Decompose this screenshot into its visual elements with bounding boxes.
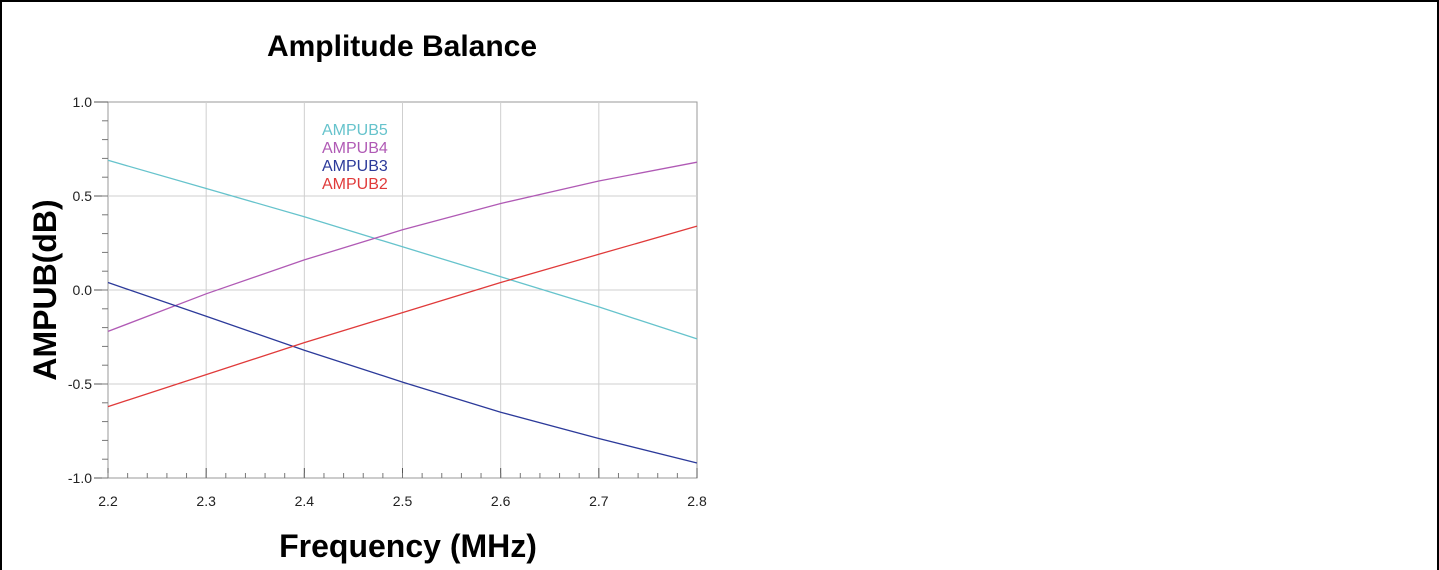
x-axis-label: Frequency (MHz)	[279, 528, 537, 564]
ticks: 2.2 2.3 2.4 2.5 2.6 2.7 2.8 1.0 0.5 0.0 -0.5 -1.0	[68, 94, 707, 509]
y-tick-label: 0.0	[73, 282, 93, 298]
x-tick-label: 2.6	[491, 493, 511, 509]
y-axis-label: AMPUB(dB)	[27, 199, 63, 380]
series-lines	[107, 159, 698, 464]
legend-entry-ampub4: AMPUB4	[322, 140, 388, 157]
y-tick-label: -0.5	[68, 376, 92, 392]
x-tick-label: 2.5	[393, 493, 413, 509]
chart-title: Amplitude Balance	[267, 30, 537, 63]
series-line-ampub4	[107, 161, 698, 333]
y-tick-label: 1.0	[73, 94, 93, 110]
y-tick-label: -1.0	[68, 470, 92, 486]
legend-entry-ampub3: AMPUB3	[322, 158, 388, 175]
legend-entry-ampub2: AMPUB2	[322, 176, 388, 193]
x-tick-label: 2.4	[295, 493, 315, 509]
x-tick-label: 2.8	[687, 493, 707, 509]
grid	[108, 102, 697, 478]
x-tick-label: 2.2	[98, 493, 118, 509]
x-tick-label: 2.7	[589, 493, 609, 509]
series-line-ampub3	[107, 281, 698, 464]
series-line-ampub5	[107, 159, 698, 340]
x-tick-label: 2.3	[196, 493, 216, 509]
legend-entry-ampub5: AMPUB5	[322, 122, 388, 139]
series-line-ampub2	[107, 225, 698, 408]
y-tick-label: 0.5	[73, 188, 93, 204]
